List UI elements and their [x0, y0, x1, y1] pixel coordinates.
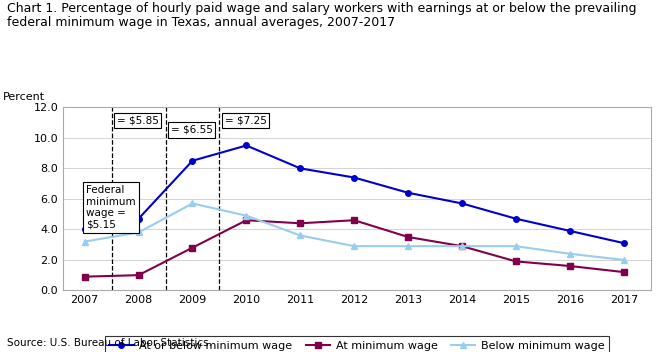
Legend: At or below minimum wage, At minimum wage, Below minimum wage: At or below minimum wage, At minimum wag…	[105, 336, 609, 352]
Text: = $6.55: = $6.55	[171, 125, 212, 135]
Text: Source: U.S. Bureau of Labor Statistics.: Source: U.S. Bureau of Labor Statistics.	[7, 339, 212, 348]
Text: = $5.85: = $5.85	[117, 116, 159, 126]
Text: Federal
minimum
wage =
$5.15: Federal minimum wage = $5.15	[86, 185, 136, 230]
Text: federal minimum wage in Texas, annual averages, 2007-2017: federal minimum wage in Texas, annual av…	[7, 16, 395, 29]
Text: Percent: Percent	[3, 92, 45, 102]
Text: Chart 1. Percentage of hourly paid wage and salary workers with earnings at or b: Chart 1. Percentage of hourly paid wage …	[7, 2, 636, 15]
Text: = $7.25: = $7.25	[225, 116, 267, 126]
